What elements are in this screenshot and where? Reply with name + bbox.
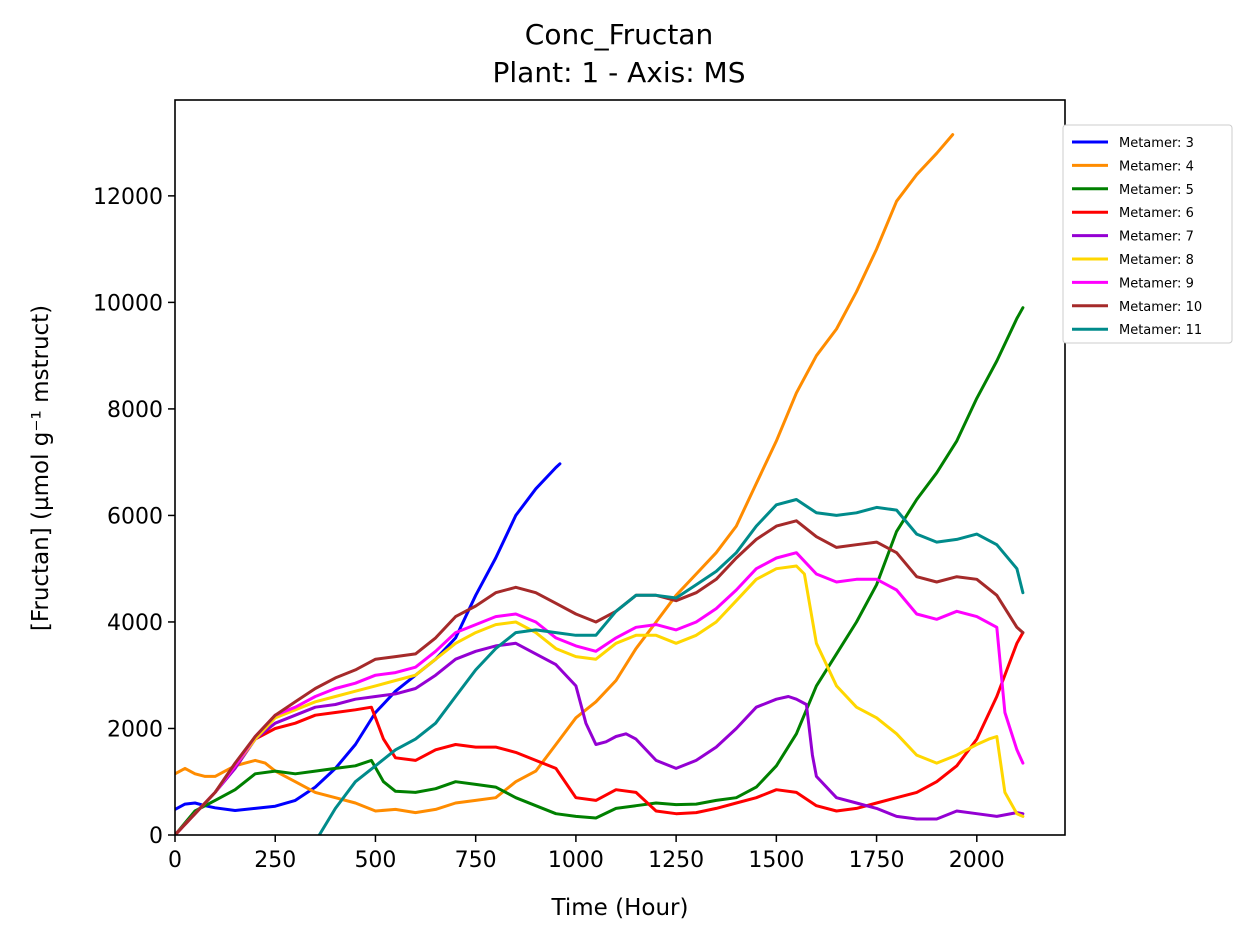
x-tick-label: 750: [455, 848, 497, 873]
series-line-9: [317, 498, 1025, 835]
legend-label: Metamer: 5: [1119, 183, 1194, 198]
x-tick-label: 1250: [648, 848, 704, 873]
x-tick-label: 2000: [949, 848, 1005, 873]
series-line-1: [175, 462, 562, 812]
series-line-7: [175, 551, 1025, 835]
legend-label: Metamer: 3: [1119, 136, 1194, 151]
plot-area: [175, 133, 1025, 835]
legend-label: Metamer: 6: [1119, 206, 1194, 221]
legend-label: Metamer: 9: [1119, 276, 1194, 291]
y-axis-ticks: 0 2000 4000 6000 8000 10000 12000: [93, 185, 175, 849]
y-axis-label: [Fructan] (µmol g⁻¹ mstruct): [28, 305, 54, 631]
x-axis-label: Time (Hour): [551, 895, 689, 921]
x-tick-label: 500: [354, 848, 396, 873]
legend-label: Metamer: 8: [1119, 253, 1194, 268]
y-tick-label: 2000: [107, 717, 163, 742]
y-tick-label: 10000: [93, 291, 163, 316]
y-tick-label: 12000: [93, 185, 163, 210]
series-line-6: [175, 564, 1025, 835]
x-tick-label: 1000: [548, 848, 604, 873]
x-tick-label: 0: [168, 848, 182, 873]
y-tick-label: 0: [149, 824, 163, 849]
y-tick-label: 4000: [107, 611, 163, 636]
legend: Metamer: 3 Metamer: 4 Metamer: 5 Metamer: 6…: [1062, 124, 1233, 344]
chart-title: Conc_Fructan: [525, 18, 713, 51]
legend-label: Metamer: 4: [1119, 159, 1194, 174]
y-tick-label: 8000: [107, 398, 163, 423]
chart-subtitle: Plant: 1 - Axis: MS: [493, 56, 746, 89]
series-line-5: [175, 641, 1025, 835]
axes-frame: [174, 99, 1066, 836]
legend-label: Metamer: 7: [1119, 230, 1194, 245]
x-tick-label: 1500: [748, 848, 804, 873]
x-tick-label: 250: [254, 848, 296, 873]
legend-frame: [1062, 124, 1233, 344]
y-tick-label: 6000: [107, 504, 163, 529]
series-line-2: [175, 133, 955, 815]
series-line-4: [175, 631, 1025, 835]
x-axis-ticks: 0 250 500 750 1000 1250 1500 1750 2000: [168, 835, 1005, 873]
series-line-8: [175, 519, 1025, 835]
legend-label: Metamer: 10: [1119, 300, 1202, 315]
x-tick-label: 1750: [849, 848, 905, 873]
legend-label: Metamer: 11: [1119, 323, 1202, 338]
